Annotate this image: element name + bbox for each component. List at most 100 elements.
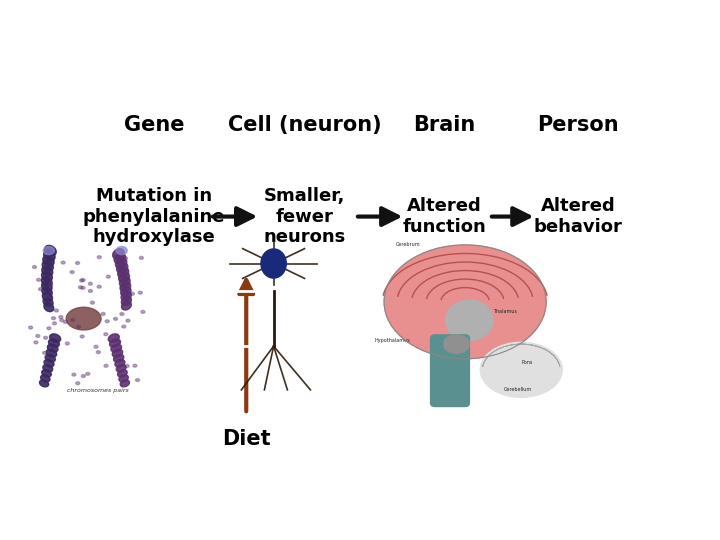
Text: Person: Person <box>537 115 619 135</box>
Ellipse shape <box>114 318 117 320</box>
Ellipse shape <box>60 319 64 322</box>
Ellipse shape <box>122 325 126 328</box>
Ellipse shape <box>42 287 53 296</box>
Ellipse shape <box>40 375 50 382</box>
Ellipse shape <box>44 303 54 312</box>
Ellipse shape <box>108 334 120 342</box>
Ellipse shape <box>112 349 122 357</box>
Ellipse shape <box>42 261 53 271</box>
Ellipse shape <box>117 340 121 343</box>
Ellipse shape <box>123 281 127 284</box>
Ellipse shape <box>78 286 83 289</box>
Ellipse shape <box>96 350 100 354</box>
Ellipse shape <box>446 300 493 340</box>
Ellipse shape <box>45 245 56 256</box>
Text: Smaller,
fewer
neurons: Smaller, fewer neurons <box>264 187 346 246</box>
Ellipse shape <box>120 313 124 315</box>
Ellipse shape <box>42 266 53 276</box>
Ellipse shape <box>66 342 69 345</box>
Ellipse shape <box>76 325 81 328</box>
Ellipse shape <box>109 339 120 347</box>
Ellipse shape <box>114 253 125 264</box>
Ellipse shape <box>141 310 145 313</box>
Ellipse shape <box>47 327 51 330</box>
Ellipse shape <box>71 319 75 321</box>
Ellipse shape <box>42 276 52 286</box>
Ellipse shape <box>113 248 125 259</box>
Ellipse shape <box>121 287 131 296</box>
Ellipse shape <box>133 364 137 367</box>
Text: Cerebellum: Cerebellum <box>504 388 532 393</box>
Ellipse shape <box>42 293 53 301</box>
Ellipse shape <box>140 256 143 259</box>
Ellipse shape <box>43 364 53 372</box>
Ellipse shape <box>384 245 546 359</box>
Text: Hypothalamus: Hypothalamus <box>374 338 410 343</box>
Ellipse shape <box>81 286 85 289</box>
Ellipse shape <box>130 292 135 295</box>
Ellipse shape <box>59 315 63 319</box>
Ellipse shape <box>97 285 101 288</box>
Ellipse shape <box>38 288 42 291</box>
Ellipse shape <box>42 370 51 377</box>
Ellipse shape <box>107 275 110 278</box>
Ellipse shape <box>120 380 130 387</box>
Ellipse shape <box>52 317 55 320</box>
Ellipse shape <box>45 354 55 362</box>
Ellipse shape <box>105 320 109 323</box>
Ellipse shape <box>114 354 124 362</box>
Text: Altered
function: Altered function <box>402 197 486 236</box>
Ellipse shape <box>104 333 108 336</box>
Ellipse shape <box>43 298 53 307</box>
Ellipse shape <box>80 279 84 282</box>
Ellipse shape <box>42 272 53 281</box>
Ellipse shape <box>44 336 48 339</box>
Ellipse shape <box>115 258 127 268</box>
Ellipse shape <box>37 278 40 281</box>
Text: Pons: Pons <box>521 360 533 365</box>
Ellipse shape <box>76 382 80 384</box>
Ellipse shape <box>125 364 129 367</box>
Ellipse shape <box>46 349 57 357</box>
FancyBboxPatch shape <box>431 335 469 407</box>
Ellipse shape <box>444 335 469 353</box>
Ellipse shape <box>119 375 128 382</box>
Text: Diet: Diet <box>222 429 271 449</box>
Ellipse shape <box>94 345 98 348</box>
Ellipse shape <box>45 294 49 298</box>
Ellipse shape <box>115 360 125 367</box>
Ellipse shape <box>29 326 32 329</box>
Ellipse shape <box>120 282 130 292</box>
Ellipse shape <box>34 341 38 344</box>
Ellipse shape <box>48 339 59 347</box>
Ellipse shape <box>89 282 92 285</box>
Ellipse shape <box>117 370 127 377</box>
Ellipse shape <box>122 301 131 310</box>
Ellipse shape <box>63 320 68 323</box>
Ellipse shape <box>120 287 124 289</box>
Ellipse shape <box>116 364 126 372</box>
Text: Altered
behavior: Altered behavior <box>534 197 623 236</box>
Ellipse shape <box>66 307 101 330</box>
Ellipse shape <box>44 360 54 367</box>
Ellipse shape <box>43 246 54 254</box>
Ellipse shape <box>53 322 56 325</box>
Text: Brain: Brain <box>413 115 475 135</box>
Ellipse shape <box>49 284 53 286</box>
Ellipse shape <box>42 352 47 354</box>
Ellipse shape <box>91 301 94 304</box>
Ellipse shape <box>122 296 131 306</box>
Text: Cell (neuron): Cell (neuron) <box>228 115 382 135</box>
Ellipse shape <box>138 291 143 294</box>
Ellipse shape <box>120 278 130 287</box>
Ellipse shape <box>86 373 90 375</box>
Ellipse shape <box>120 257 125 260</box>
Ellipse shape <box>116 246 127 254</box>
Text: Cerebrum: Cerebrum <box>396 242 420 247</box>
Ellipse shape <box>126 319 130 322</box>
Ellipse shape <box>36 334 40 338</box>
Ellipse shape <box>480 342 562 397</box>
Text: Thalamus: Thalamus <box>493 308 517 314</box>
Ellipse shape <box>76 261 79 265</box>
Ellipse shape <box>55 309 58 312</box>
